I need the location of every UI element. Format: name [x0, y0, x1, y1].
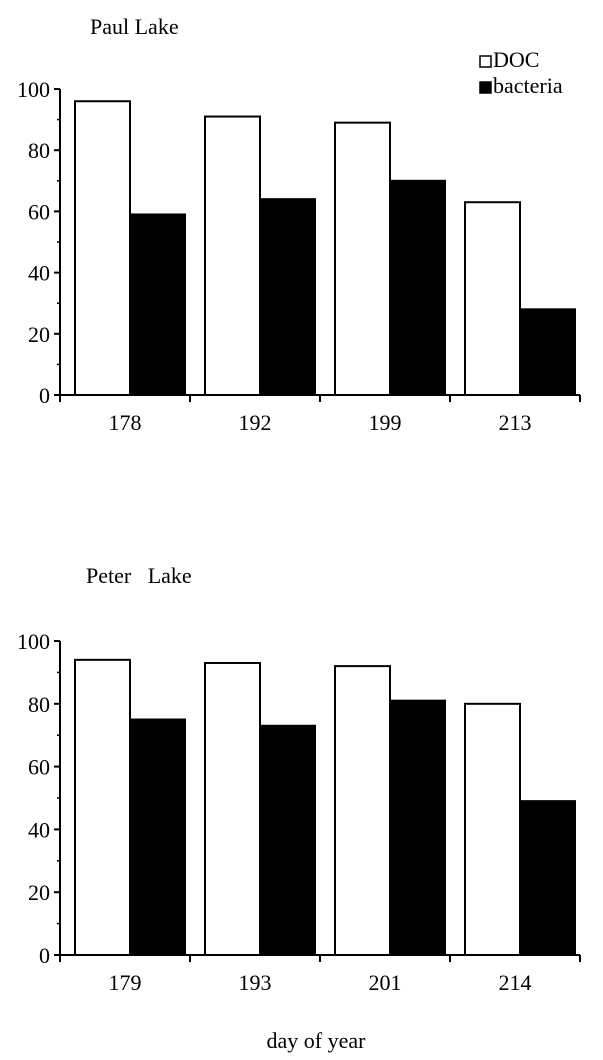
bar-bacteria-179 [129, 718, 186, 956]
x-tick-label: 178 [109, 410, 142, 435]
bar-doc-213 [464, 201, 521, 396]
y-tick-label: 20 [28, 880, 50, 905]
legend-swatch-doc [479, 55, 492, 68]
bars [74, 100, 576, 397]
legend-label-doc: DOC [493, 47, 539, 72]
chart-title-peter-lake: Peter Lake [86, 563, 192, 588]
bar-bacteria-201 [389, 699, 446, 956]
y-axis: 0 20 40 60 80 100 [17, 77, 61, 408]
x-tick-label: 179 [109, 970, 142, 995]
legend: DOC bacteria [479, 47, 563, 98]
bar-doc-199 [334, 121, 391, 396]
y-tick-label: 40 [28, 817, 50, 842]
bar-doc-214 [464, 702, 521, 956]
bar-bacteria-213 [519, 308, 576, 397]
y-tick-label: 40 [28, 261, 50, 286]
y-tick-label: 60 [28, 755, 50, 780]
peter-lake-chart: Peter Lake 0 20 40 60 80 100 179 193 201 214 [17, 563, 581, 995]
bar-bacteria-193 [259, 724, 316, 957]
y-axis: 0 20 40 60 80 100 [17, 629, 61, 968]
bar-doc-179 [74, 658, 131, 957]
x-tick-label: 199 [369, 410, 402, 435]
y-tick-label: 0 [39, 383, 50, 408]
bar-doc-192 [204, 115, 261, 396]
bar-bacteria-214 [519, 800, 576, 957]
y-tick-label: 0 [39, 943, 50, 968]
bars [74, 658, 576, 957]
y-tick-label: 20 [28, 322, 50, 347]
y-tick-label: 100 [17, 77, 50, 102]
y-tick-label: 100 [17, 629, 50, 654]
x-axis-label: day of year [267, 1028, 367, 1053]
bar-doc-178 [74, 100, 131, 397]
x-tick-label: 193 [239, 970, 272, 995]
chart-title-paul-lake: Paul Lake [90, 14, 179, 39]
y-tick-label: 80 [28, 138, 50, 163]
x-axis: 178 192 199 213 [59, 394, 581, 435]
x-tick-label: 213 [499, 410, 532, 435]
x-tick-label: 192 [239, 410, 272, 435]
bar-doc-193 [204, 661, 261, 956]
bar-doc-201 [334, 665, 391, 956]
y-tick-label: 80 [28, 692, 50, 717]
x-tick-label: 214 [499, 970, 532, 995]
y-tick-label: 60 [28, 199, 50, 224]
bar-bacteria-178 [129, 213, 186, 396]
legend-swatch-bacteria [479, 81, 492, 94]
legend-label-bacteria: bacteria [493, 73, 563, 98]
bar-bacteria-192 [259, 198, 316, 396]
x-tick-label: 201 [369, 970, 402, 995]
bar-bacteria-199 [389, 179, 446, 396]
x-axis: 179 193 201 214 [59, 954, 581, 995]
